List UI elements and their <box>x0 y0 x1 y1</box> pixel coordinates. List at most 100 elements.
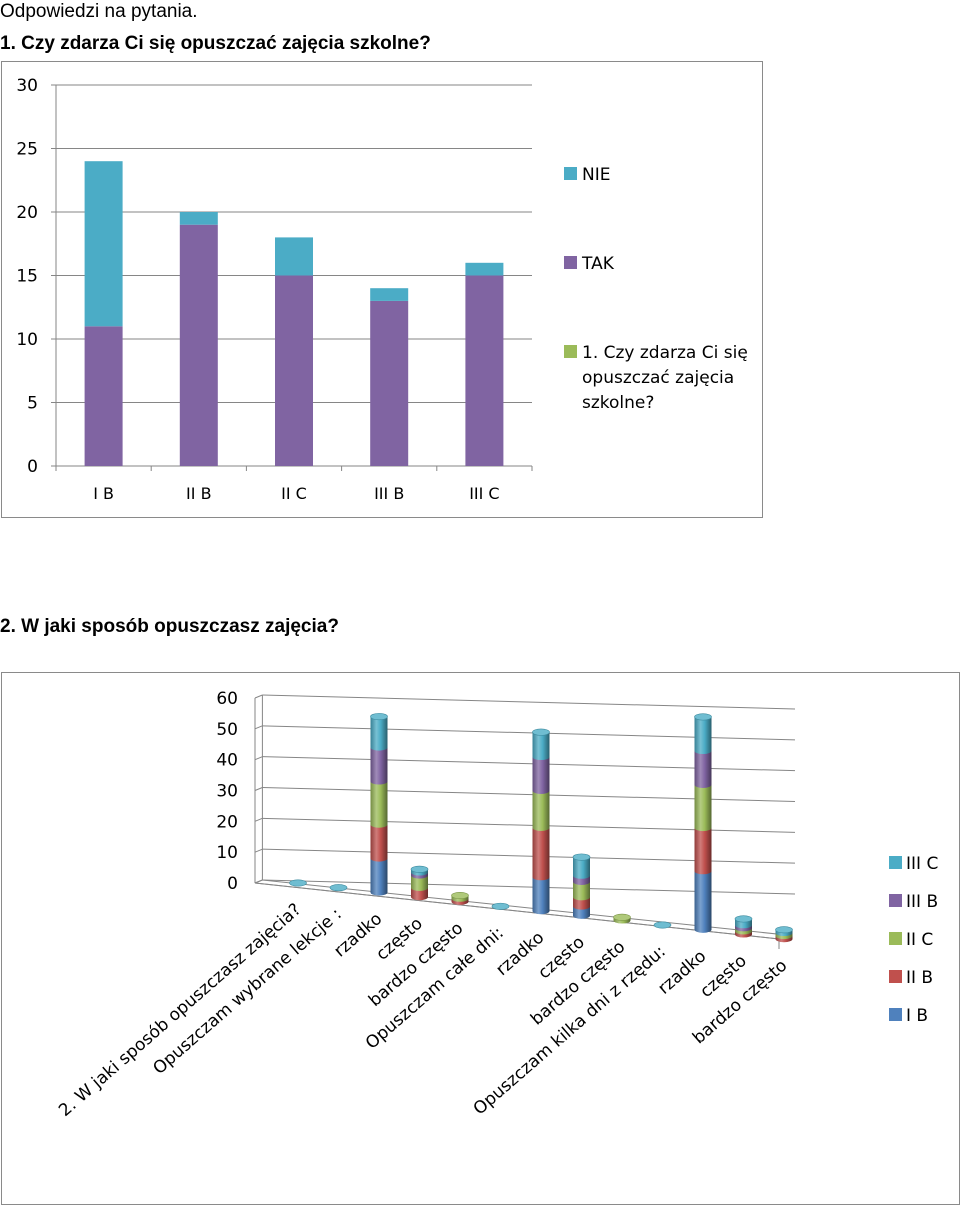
chart-2-legend-swatch <box>889 932 902 945</box>
chart-2-gridline-left <box>254 694 263 699</box>
chart-2-column-13-bardzo-czesto <box>775 926 793 943</box>
chart-2-segment-i-b <box>573 906 590 919</box>
chart-1-legend-label: 1. Czy zdarza Ci się opuszczać zajęcia szk… <box>582 343 748 413</box>
chart-2-gridline-left <box>254 756 263 761</box>
chart-2-segment-iii-c <box>370 716 388 751</box>
chart-2-absence-manner: 0 10 20 30 40 50 60 2. W jaki sposób opuszczasz… <box>55 689 938 1121</box>
chart-1-x-label-ii-b: II B <box>186 484 212 503</box>
chart-2-segment-ii-b <box>411 887 428 901</box>
chart-2-legend-swatch <box>889 970 902 983</box>
chart-2-segment-i-b <box>370 858 388 896</box>
chart-2-segment-ii-b <box>370 824 388 862</box>
chart-2-segment-iii-b <box>532 756 550 794</box>
chart-1-y-tick-label: 20 <box>16 203 38 223</box>
chart-2-column-9-bardzo-czesto <box>613 913 631 924</box>
chart-1-bar-ii-b-tak <box>179 224 218 466</box>
chart-2-y-tick-label: 40 <box>216 751 238 771</box>
document-title: Odpowiedzi na pytania. <box>0 1 198 22</box>
chart-2-gridline <box>262 694 796 710</box>
chart-1-y-tick-label: 15 <box>16 267 38 287</box>
chart-2-column-11-rzadko <box>694 713 712 933</box>
chart-2-segment-ii-c <box>411 875 428 891</box>
chart-2-gridline-left <box>254 725 263 730</box>
chart-1-x-label-iii-b: III B <box>374 484 404 503</box>
chart-1-legend-entry-nie: NIE <box>564 165 610 185</box>
chart-2-segment-ii-c <box>532 790 550 831</box>
chart-2-y-tick-label: 10 <box>216 843 238 863</box>
chart-2-column-cap <box>491 902 510 910</box>
chart-2-segment-ii-b <box>532 827 550 881</box>
chart-1-bar-ii-b-nie <box>179 212 218 225</box>
chart-2-segment-ii-c <box>370 781 388 828</box>
chart-2-y-tick-label: 60 <box>216 689 238 709</box>
chart-2-column-5-bardzo-czesto <box>451 892 469 905</box>
chart-2-y-tick-label: 20 <box>216 812 238 832</box>
chart-2-legend-entry-iii-b: III B <box>889 892 938 912</box>
chart-2-legend-swatch <box>889 856 902 869</box>
chart-2-x-label-2: Opuszczam wybrane lekcje : <box>149 904 345 1078</box>
chart-2-gridline-left <box>254 817 263 822</box>
chart-1-bar-i-b-nie <box>84 161 123 327</box>
chart-1-y-tick-label: 5 <box>27 394 38 414</box>
chart-2-column-7-rzadko <box>532 728 550 915</box>
chart-2-legend-swatch <box>889 1008 902 1021</box>
chart-1-x-label-i-b: I B <box>93 484 114 503</box>
chart-2-column-8-czesto <box>572 853 591 919</box>
chart-2-column-2-opuszczam-wybrane-lekcje <box>329 884 348 892</box>
chart-2-segment-iii-c <box>573 857 590 879</box>
chart-1-y-tick-label: 30 <box>16 76 38 96</box>
chart-1-legend-swatch <box>564 345 577 358</box>
chart-2-frame: 0 10 20 30 40 50 60 2. W jaki sposób opuszczasz… <box>1 672 960 1205</box>
chart-1-bar-i-b-tak <box>84 326 123 466</box>
chart-1-legend-swatch <box>564 167 577 180</box>
chart-2-legend-label: III C <box>906 854 938 874</box>
chart-2-column-1-2-w-jaki-sposob-opuszcza <box>289 879 307 887</box>
chart-2-segment-iii-b <box>370 747 388 785</box>
chart-2-x-axis <box>254 882 780 940</box>
chart-2-legend-label: I B <box>906 1006 928 1026</box>
chart-2-legend-label: II C <box>906 930 933 950</box>
chart-2-column-cap <box>694 713 712 721</box>
chart-1-legend-entry-1-czy-zdarza-ci-sie-opus: 1. Czy zdarza Ci się opuszczać zajęcia szk… <box>564 343 748 413</box>
chart-1-legend-label: TAK <box>581 254 615 274</box>
chart-1-legend-swatch <box>564 256 577 269</box>
chart-2-segment-iii-b <box>694 750 712 788</box>
chart-1-y-tick-label: 10 <box>16 330 38 350</box>
chart-1-legend-entry-tak: TAK <box>564 254 615 274</box>
chart-2-column-3-rzadko <box>370 713 388 896</box>
chart-2-column-12-czesto <box>734 915 753 938</box>
chart-2-segment-i-b <box>532 877 550 915</box>
chart-2-column-cap <box>329 884 348 892</box>
chart-2-legend-swatch <box>889 894 902 907</box>
chart-2-segment-ii-b <box>694 827 712 875</box>
chart-1-bar-ii-c-tak <box>275 275 313 466</box>
chart-2-legend-label: III B <box>906 892 938 912</box>
chart-2-column-cap <box>572 853 591 861</box>
chart-2-legend-entry-i-b: I B <box>889 1006 928 1026</box>
chart-1-frame: 0 5 10 15 20 25 30 I B II B II C III B III C NIE TAK 1… <box>1 61 763 518</box>
chart-1-bar-iii-b-nie <box>370 288 409 301</box>
chart-1-absences: 0 5 10 15 20 25 30 I B II B II C III B III C NIE TAK 1… <box>16 76 748 503</box>
chart-2-gridline-left <box>254 848 263 853</box>
chart-2-column-cap <box>410 865 429 873</box>
chart-2-legend-label: II B <box>906 968 933 988</box>
chart-2-gridline <box>262 756 796 772</box>
chart-2-gridline <box>262 787 796 802</box>
chart-2-legend-entry-ii-c: II C <box>889 930 933 950</box>
chart-2-y-tick-label: 30 <box>216 782 238 802</box>
chart-2-column-10-opuszczam-kilka-dni-z-rz <box>653 921 672 929</box>
chart-1-y-tick-label: 25 <box>16 140 38 160</box>
chart-2-segment-ii-c <box>694 784 712 832</box>
chart-2-legend-entry-iii-c: III C <box>889 854 938 874</box>
chart-1-bar-iii-c-tak <box>465 275 504 466</box>
chart-1-bar-iii-b-tak <box>370 300 409 466</box>
chart-2-segment-i-b <box>694 871 712 933</box>
chart-2-column-cap <box>775 926 793 934</box>
chart-2-y-tick-label: 0 <box>227 874 238 894</box>
chart-2-gridline <box>262 725 796 741</box>
chart-2-column-cap <box>653 921 672 929</box>
chart-2-column-cap <box>289 879 307 887</box>
chart-2-y-tick-label: 50 <box>216 720 238 740</box>
chart-2-segment-ii-b <box>573 897 590 910</box>
chart-2-segment-iii-c <box>532 732 550 761</box>
